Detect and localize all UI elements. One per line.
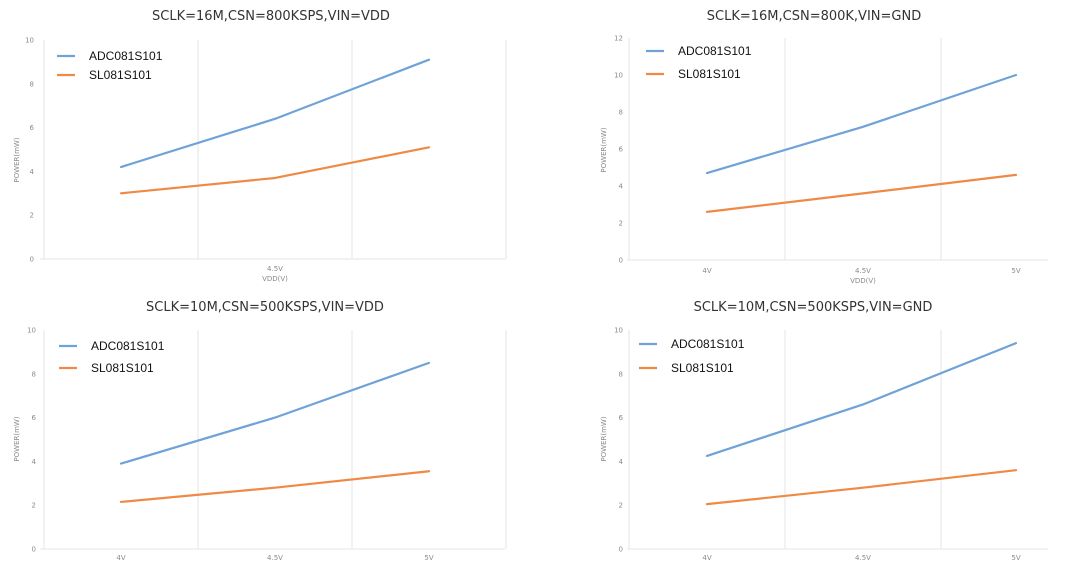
y-tick-label: 8 xyxy=(32,370,36,378)
y-tick-label: 6 xyxy=(619,414,624,422)
x-tick-label: 5V xyxy=(1011,267,1020,275)
y-tick-label: 4 xyxy=(619,183,624,191)
chart-1: SCLK=16M,CSN=800KSPS,VIN=VDD 0 2 4 6 8 10 4.5V V… xyxy=(13,9,507,283)
y-tick-label: 10 xyxy=(614,327,623,335)
y-tick-label: 10 xyxy=(25,37,34,45)
series-line-sl081s101 xyxy=(705,469,1018,506)
legend-label: SL081S101 xyxy=(89,68,152,82)
y-tick-label: 0 xyxy=(32,546,36,554)
x-tick-label: 5V xyxy=(424,554,433,562)
legend-label: SL081S101 xyxy=(91,361,154,375)
chart-2: SCLK=16M,CSN=800K,VIN=GND 0 2 4 6 8 10 12 4V 4.5V… xyxy=(600,9,1048,285)
y-tick-label: 2 xyxy=(32,502,36,510)
x-tick-label: 4.5V xyxy=(267,554,283,562)
y-tick-label: 10 xyxy=(614,72,623,80)
x-axis-label: VDD(V) xyxy=(850,277,876,285)
series-line-sl081s101 xyxy=(705,173,1018,213)
y-tick-label: 8 xyxy=(619,370,623,378)
x-tick-label: 4V xyxy=(702,267,711,275)
x-axis-label: VDD(V) xyxy=(262,275,288,283)
chart-title: SCLK=10M,CSN=500KSPS,VIN=VDD xyxy=(146,300,384,315)
y-tick-label: 8 xyxy=(619,109,623,117)
y-axis-label: POWER(mW) xyxy=(13,416,21,461)
y-tick-label: 2 xyxy=(30,212,34,220)
x-tick-label: 4V xyxy=(116,554,125,562)
x-tick-label: 4.5V xyxy=(855,554,871,562)
y-axis-label: POWER(mW) xyxy=(13,137,21,182)
y-tick-label: 4 xyxy=(32,458,37,466)
chart-4: SCLK=10M,CSN=500KSPS,VIN=GND 0 2 4 6 8 10 4V 4.5… xyxy=(600,300,1048,562)
y-tick-label: 8 xyxy=(30,80,34,88)
series-line-adc081s101 xyxy=(705,73,1018,175)
y-tick-label: 12 xyxy=(614,35,623,43)
y-tick-label: 6 xyxy=(30,124,35,132)
chart-3: SCLK=10M,CSN=500KSPS,VIN=VDD 0 2 4 6 8 10 4V 4.5… xyxy=(13,300,507,562)
y-axis-label: POWER(mW) xyxy=(600,416,608,461)
y-tick-label: 4 xyxy=(619,458,624,466)
chart-title: SCLK=16M,CSN=800K,VIN=GND xyxy=(707,9,921,24)
legend-label: SL081S101 xyxy=(678,67,741,81)
legend-label: ADC081S101 xyxy=(89,49,163,63)
series-line-adc081s101 xyxy=(705,342,1018,458)
y-tick-label: 6 xyxy=(32,414,37,422)
legend-label: ADC081S101 xyxy=(678,44,752,58)
chart-panel-3: SCLK=10M,CSN=500KSPS,VIN=VDD 0 2 4 6 8 10 4V 4.5… xyxy=(0,292,543,565)
legend-label: SL081S101 xyxy=(671,361,734,375)
x-tick-label: 4V xyxy=(702,554,711,562)
y-tick-label: 0 xyxy=(619,546,623,554)
x-tick-label: 4.5V xyxy=(855,267,871,275)
series-line-sl081s101 xyxy=(119,146,431,195)
chart-title: SCLK=10M,CSN=500KSPS,VIN=GND xyxy=(694,300,933,315)
y-tick-label: 0 xyxy=(30,256,34,264)
chart-title: SCLK=16M,CSN=800KSPS,VIN=VDD xyxy=(152,9,390,24)
y-tick-label: 4 xyxy=(30,168,35,176)
y-axis-label: POWER(mW) xyxy=(600,127,608,172)
x-tick-label: 4.5V xyxy=(267,265,283,273)
series-line-adc081s101 xyxy=(119,58,431,169)
chart-panel-4: SCLK=10M,CSN=500KSPS,VIN=GND 0 2 4 6 8 10 4V 4.5… xyxy=(543,292,1086,565)
series-line-sl081s101 xyxy=(119,470,431,504)
y-tick-label: 0 xyxy=(619,257,623,265)
legend-label: ADC081S101 xyxy=(91,339,165,353)
y-tick-label: 10 xyxy=(27,327,36,335)
y-tick-label: 2 xyxy=(619,220,623,228)
chart-panel-1: SCLK=16M,CSN=800KSPS,VIN=VDD 0 2 4 6 8 10 4.5V V… xyxy=(0,0,543,290)
y-tick-label: 2 xyxy=(619,502,623,510)
legend-label: ADC081S101 xyxy=(671,337,745,351)
chart-panel-2: SCLK=16M,CSN=800K,VIN=GND 0 2 4 6 8 10 12 4V 4.5V… xyxy=(543,0,1086,290)
y-tick-label: 6 xyxy=(619,146,624,154)
x-tick-label: 5V xyxy=(1011,554,1020,562)
series-line-adc081s101 xyxy=(119,361,431,465)
